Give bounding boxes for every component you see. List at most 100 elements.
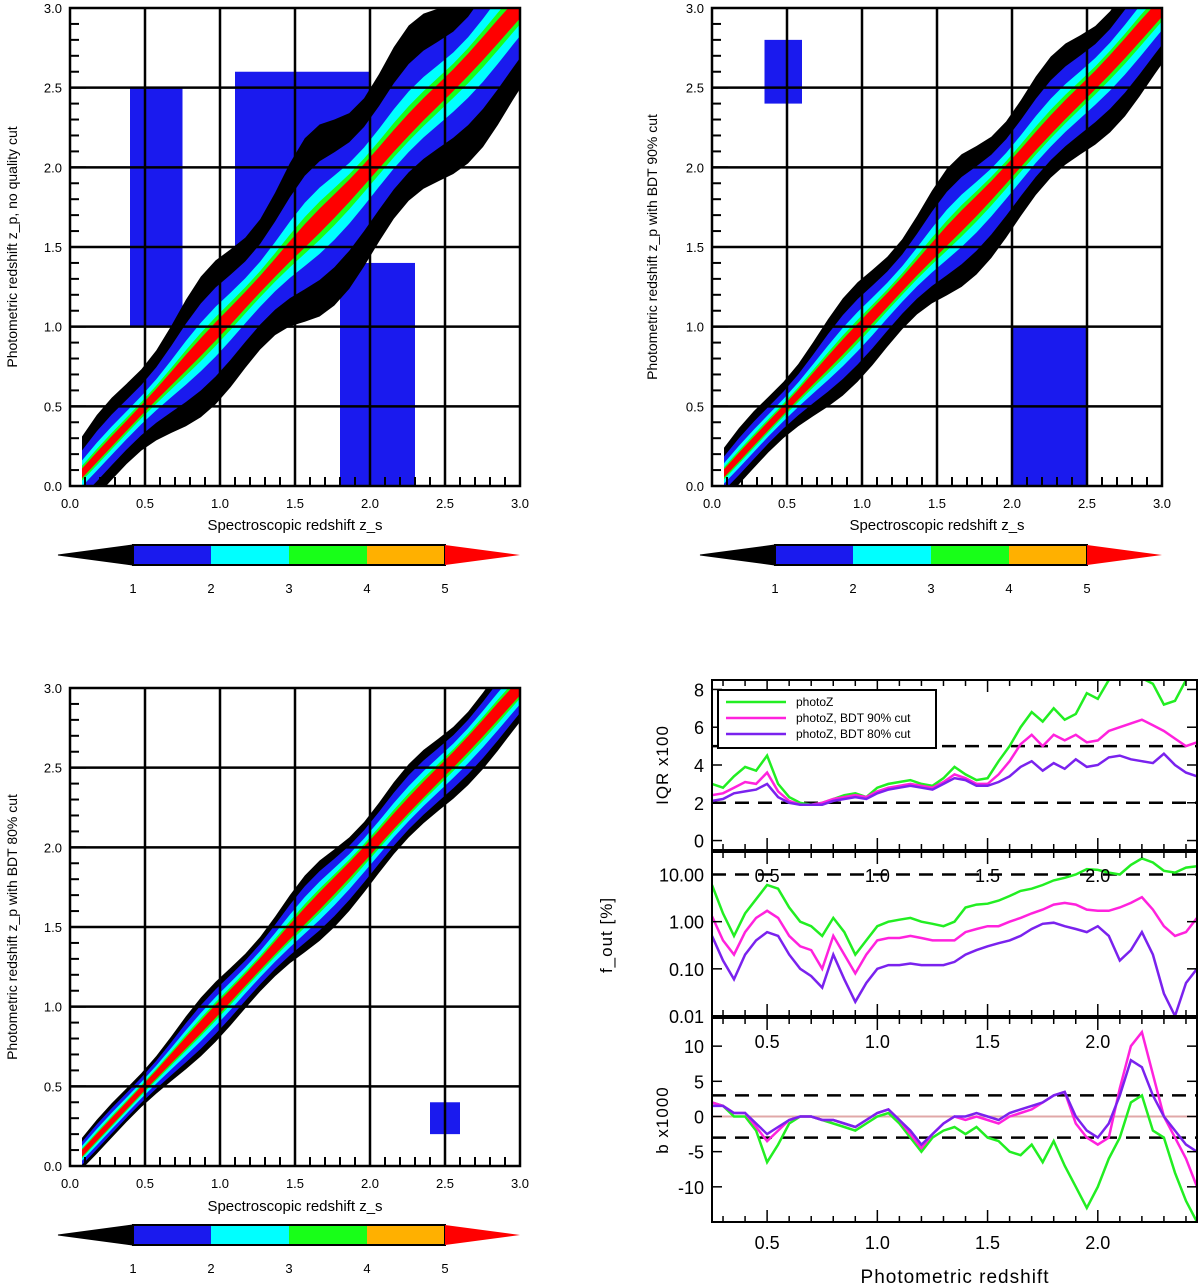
x-tick-label: 2.0 <box>1003 496 1021 511</box>
y-axis-label: Photometric redshift z_p with BDT 90% cu… <box>644 114 660 380</box>
colorbar-label: 4 <box>1005 581 1012 596</box>
plot-frame <box>711 1017 1198 1223</box>
y-tick-label: 10.00 <box>659 866 704 886</box>
x-tick-label: 1.0 <box>853 496 871 511</box>
series-bdt80 <box>712 921 1197 1016</box>
x-tick-label: 0.0 <box>61 1176 79 1191</box>
y-tick-label: 2.5 <box>44 81 62 96</box>
x-tick-label: 1.5 <box>286 496 304 511</box>
y-tick-label: 2 <box>694 794 704 814</box>
heatmap-panel-b: 0.0 0.5 1.0 1.5 2.0 2.5 3.0 0.0 0.5 1.0 1.5 2.0 2.5 3… <box>644 1 1171 534</box>
y-tick-label: 2.0 <box>44 160 62 175</box>
y-tick-label: 0.5 <box>44 399 62 414</box>
y-tick-label: 2.0 <box>686 160 704 175</box>
legend-label-photoz: photoZ <box>796 695 833 709</box>
top-tick-label: 1.0 <box>865 1032 890 1052</box>
density-region <box>764 39 802 104</box>
x-axis-label: Spectroscopic redshift z_s <box>207 517 382 534</box>
y-tick-label: 2.0 <box>44 840 62 855</box>
colorbar-label: 5 <box>1083 581 1090 596</box>
density-region <box>340 262 415 486</box>
colorbar-label: 1 <box>129 581 136 596</box>
x-tick-label: 1.5 <box>928 496 946 511</box>
colorbar-b: 1 2 3 4 5 <box>699 544 1162 596</box>
x-tick-label: 2.5 <box>1078 496 1096 511</box>
y-tick-label: 0.0 <box>44 1159 62 1174</box>
colorbar-label: 3 <box>285 581 292 596</box>
x-axis-label: Spectroscopic redshift z_s <box>849 517 1024 534</box>
density-level-5 <box>82 8 520 479</box>
density-region <box>130 87 183 327</box>
x-tick-label: 1.5 <box>975 1233 1000 1253</box>
x-tick-label: 0.0 <box>61 496 79 511</box>
colorbar-segment <box>1009 545 1087 565</box>
y-tick-label: 1.0 <box>44 320 62 335</box>
x-tick-label: 2.5 <box>436 496 454 511</box>
colorbar-segment <box>289 545 367 565</box>
heatmap-panel-a: 0.0 0.5 1.0 1.5 2.0 2.5 3.0 0.0 0.5 1.0 1.5 2.0 2.5 3… <box>4 1 529 534</box>
colorbar-segment <box>367 545 445 565</box>
density-level-5 <box>724 8 1162 478</box>
x-tick-label: 2.0 <box>1085 1233 1110 1253</box>
colorbar-a: 1 2 3 4 5 <box>57 544 520 596</box>
x-tick-label: 1.0 <box>211 496 229 511</box>
colorbar-segment <box>211 1225 289 1245</box>
colorbar-arrow-low <box>699 544 776 566</box>
series-bdt80 <box>712 1058 1197 1153</box>
plot-frame <box>711 851 1198 1017</box>
colorbar-label: 3 <box>285 1261 292 1276</box>
y-axis-label: Photometric redshift z_p with BDT 80% cu… <box>4 794 20 1060</box>
series-bdt90 <box>712 895 1197 976</box>
top-tick-label: 0.5 <box>755 866 780 886</box>
top-tick-label: 2.0 <box>1085 866 1110 886</box>
colorbar-label: 4 <box>363 1261 370 1276</box>
x-tick-label: 3.0 <box>511 1176 529 1191</box>
colorbar-arrow-low <box>57 1224 134 1246</box>
y-tick-label: 1.0 <box>44 1000 62 1015</box>
legend: photoZ photoZ, BDT 90% cut photoZ, BDT 8… <box>717 689 937 749</box>
y-tick-label: 3.0 <box>686 1 704 16</box>
top-tick-label: 0.5 <box>755 1032 780 1052</box>
colorbar-label: 1 <box>771 581 778 596</box>
x-tick-label: 3.0 <box>1153 496 1171 511</box>
top-tick-label: 2.0 <box>1085 1032 1110 1052</box>
x-axis-label: Photometric redshift <box>861 1267 1050 1288</box>
y-tick-label: 3.0 <box>44 1 62 16</box>
top-tick-label: 1.5 <box>975 866 1000 886</box>
colorbar-arrow-high <box>1087 545 1162 565</box>
series-bdt80 <box>712 751 1197 806</box>
y-tick-label: 1.0 <box>686 320 704 335</box>
x-tick-label: 1.0 <box>865 1233 890 1253</box>
y-tick-label: 1.5 <box>686 240 704 255</box>
y-tick-label: 6 <box>694 718 704 738</box>
colorbar-label: 5 <box>441 1261 448 1276</box>
colorbar-segment <box>367 1225 445 1245</box>
x-tick-label: 2.0 <box>361 496 379 511</box>
x-tick-label: 1.5 <box>286 1176 304 1191</box>
y-tick-label: 0.10 <box>669 960 704 980</box>
y-tick-label: 4 <box>694 756 704 776</box>
colorbar-arrow-low <box>57 544 134 566</box>
x-tick-label: 2.0 <box>361 1176 379 1191</box>
series-photoz <box>712 680 1188 806</box>
density-level-5 <box>82 688 520 1157</box>
colorbar-segment <box>853 545 931 565</box>
colorbar-label: 2 <box>207 1261 214 1276</box>
y-tick-label: 0.0 <box>686 479 704 494</box>
series-photoz <box>712 857 1197 957</box>
y-tick-label: 10 <box>684 1037 704 1057</box>
y-tick-label: 0.5 <box>686 399 704 414</box>
x-tick-label: 0.0 <box>703 496 721 511</box>
y-axis-label: IQR x100 <box>653 725 672 805</box>
colorbar-segment <box>133 545 211 565</box>
y-tick-label: 0 <box>694 1107 704 1127</box>
y-tick-label: 0.01 <box>669 1007 704 1027</box>
y-tick-label: 2.5 <box>686 81 704 96</box>
bias-panel: -10 -5 0 5 10 0.5 1.0 1.5 2.0 0.5 1.0 1.5 2.0 b x100… <box>653 1017 1198 1288</box>
y-tick-label: 5 <box>694 1072 704 1092</box>
y-tick-label: 0.5 <box>44 1079 62 1094</box>
y-tick-label: 8 <box>694 680 704 700</box>
y-tick-label: 1.00 <box>669 913 704 933</box>
iqr-panel: 0 2 4 6 8 IQR x100 <box>653 679 1198 852</box>
